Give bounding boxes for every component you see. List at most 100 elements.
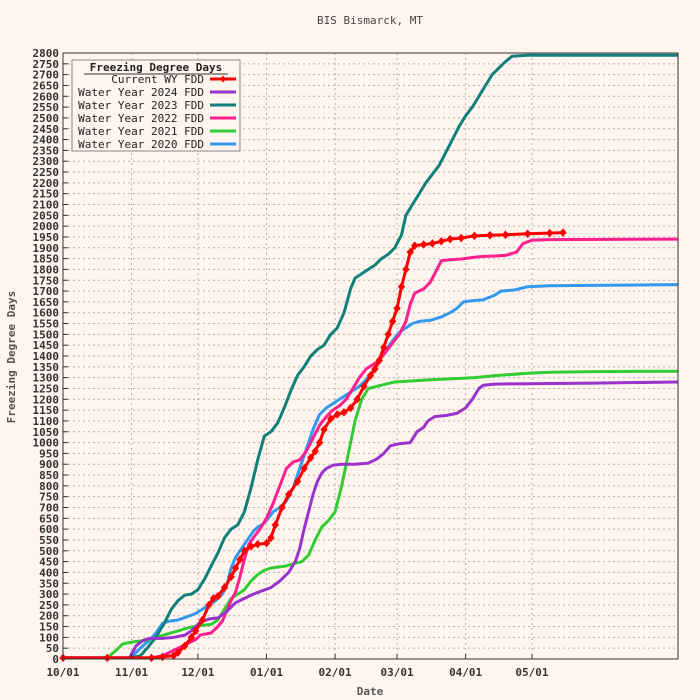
series-line-water-year-2023-fdd: [63, 53, 678, 660]
x-tick-label: 10/01: [46, 666, 79, 679]
series-point-current-wy-fdd: [333, 410, 341, 419]
series-point-current-wy-fdd: [437, 237, 445, 246]
y-tick-label: 100: [39, 631, 59, 644]
series-point-current-wy-fdd: [501, 230, 510, 240]
x-axis-label: Date: [357, 685, 384, 698]
y-tick-label: 2300: [33, 155, 60, 168]
y-tick-label: 50: [46, 642, 59, 655]
y-tick-label: 1700: [33, 285, 60, 298]
x-tick-label: 02/01: [319, 666, 352, 679]
y-tick-label: 2100: [33, 199, 60, 212]
series-point-current-wy-fdd: [320, 425, 328, 434]
y-tick-label: 1750: [33, 274, 60, 287]
y-tick-label: 800: [39, 480, 59, 493]
legend-label-water-year-2024-fdd: Water Year 2024 FDD: [78, 86, 204, 99]
series-point-current-wy-fdd: [346, 403, 355, 413]
series-point-current-wy-fdd: [169, 651, 178, 661]
series-point-current-wy-fdd: [397, 282, 406, 292]
series-point-current-wy-fdd: [360, 382, 368, 391]
series-point-current-wy-fdd: [227, 572, 235, 582]
y-tick-label: 1150: [33, 404, 60, 417]
series-line-water-year-2022-fdd: [63, 237, 679, 660]
y-tick-label: 500: [39, 545, 59, 558]
series-point-current-wy-fdd: [546, 228, 554, 238]
x-tick-label: 05/01: [515, 666, 548, 679]
series-point-current-wy-fdd: [293, 477, 302, 486]
y-tick-label: 650: [39, 512, 59, 525]
series-point-current-wy-fdd: [384, 330, 392, 339]
y-tick-label: 850: [39, 469, 59, 482]
series-point-current-wy-fdd: [315, 438, 324, 447]
y-tick-label: 2800: [33, 47, 60, 60]
y-tick-label: 2400: [33, 134, 60, 147]
series-point-current-wy-fdd: [446, 234, 454, 244]
y-tick-label: 1300: [33, 372, 60, 385]
series-point-current-wy-fdd: [470, 231, 479, 241]
legend-label-water-year-2020-fdd: Water Year 2020 FDD: [78, 138, 204, 151]
y-tick-label: 1400: [33, 350, 60, 363]
series-point-current-wy-fdd: [300, 464, 308, 473]
y-tick-label: 1200: [33, 393, 60, 406]
legend-marker-current-wy-fdd: [220, 75, 226, 83]
x-tick-label: 04/01: [449, 666, 482, 679]
series-point-current-wy-fdd: [240, 546, 249, 556]
y-tick-label: 900: [39, 458, 59, 471]
series-point-current-wy-fdd: [366, 371, 375, 380]
series-point-current-wy-fdd: [380, 343, 388, 352]
y-tick-label: 2150: [33, 188, 60, 201]
y-tick-label: 250: [39, 599, 59, 612]
y-tick-label: 1950: [33, 231, 60, 244]
y-tick-label: 2700: [33, 69, 60, 82]
series-point-current-wy-fdd: [523, 229, 532, 238]
y-tick-label: 150: [39, 621, 59, 634]
series-point-current-wy-fdd: [411, 241, 419, 250]
y-tick-label: 2650: [33, 79, 60, 92]
y-tick-label: 750: [39, 491, 59, 504]
y-tick-label: 2350: [33, 144, 60, 157]
series-point-current-wy-fdd: [147, 653, 156, 663]
y-tick-label: 1000: [33, 437, 60, 450]
series-point-current-wy-fdd: [340, 408, 348, 417]
series-point-current-wy-fdd: [236, 555, 244, 564]
series-point-current-wy-fdd: [371, 364, 379, 374]
y-tick-label: 600: [39, 523, 59, 536]
series-point-current-wy-fdd: [284, 490, 293, 499]
series-point-current-wy-fdd: [393, 304, 401, 313]
series-point-current-wy-fdd: [402, 265, 410, 274]
series-point-current-wy-fdd: [457, 233, 465, 243]
y-tick-label: 1900: [33, 242, 60, 255]
legend-title: Freezing Degree Days: [90, 61, 222, 74]
y-tick-label: 2250: [33, 166, 60, 179]
y-tick-label: 1600: [33, 307, 60, 320]
x-tick-label: 11/01: [115, 666, 148, 679]
y-tick-label: 1850: [33, 253, 60, 266]
grid-layer: [63, 53, 678, 659]
y-tick-label: 1050: [33, 426, 60, 439]
y-tick-label: 350: [39, 577, 59, 590]
series-point-current-wy-fdd: [192, 626, 200, 636]
series-point-current-wy-fdd: [231, 563, 240, 573]
y-tick-label: 1100: [33, 415, 60, 428]
series-point-current-wy-fdd: [559, 228, 567, 237]
y-tick-label: 950: [39, 447, 59, 460]
series-point-current-wy-fdd: [205, 600, 213, 610]
legend-label-water-year-2023-fdd: Water Year 2023 FDD: [78, 99, 204, 112]
x-axis-ticks: 10/01 11/01 12/01 01/01 02/01 03/01 04/01 05/01: [46, 654, 549, 679]
series-point-current-wy-fdd: [254, 540, 262, 549]
y-tick-label: 2450: [33, 123, 60, 136]
series-point-current-wy-fdd: [247, 542, 255, 551]
series-point-current-wy-fdd: [419, 240, 428, 249]
y-axis-label: Freezing Degree Days: [5, 291, 18, 423]
y-tick-label: 1250: [33, 382, 60, 395]
y-tick-label: 300: [39, 588, 59, 601]
series-point-current-wy-fdd: [174, 648, 182, 657]
y-tick-label: 2000: [33, 220, 60, 233]
y-tick-label: 2200: [33, 177, 60, 190]
y-tick-label: 2050: [33, 209, 60, 222]
legend-label-water-year-2021-fdd: Water Year 2021 FDD: [78, 125, 204, 138]
y-tick-label: 0: [52, 653, 59, 666]
legend: Freezing Degree Days Current WY FDDWater…: [71, 59, 241, 152]
series-point-current-wy-fdd: [220, 583, 229, 592]
